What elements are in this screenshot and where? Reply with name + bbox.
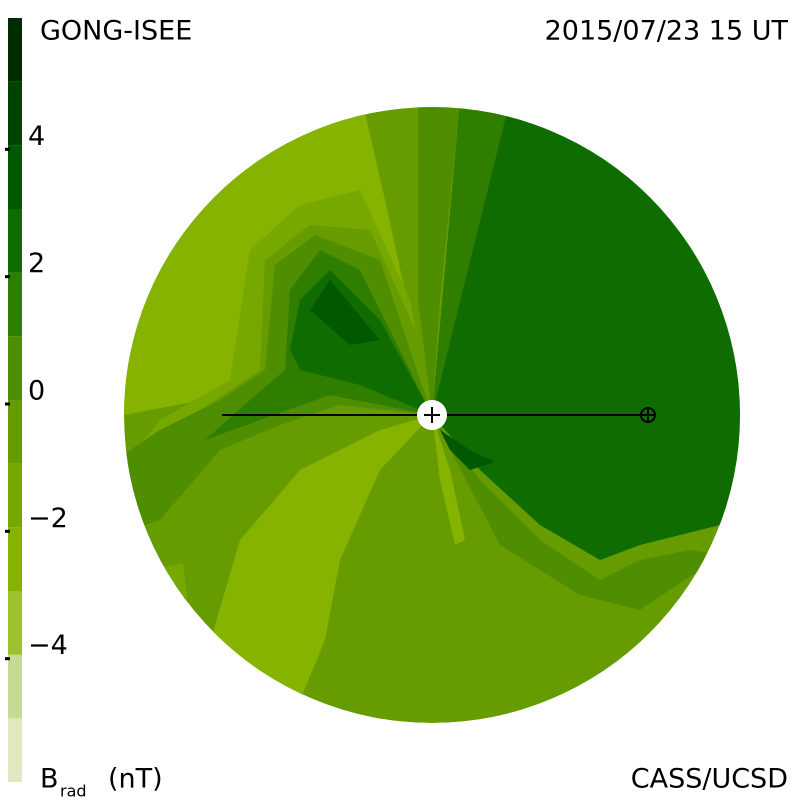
colorbar-tick-label: 4 <box>28 121 45 152</box>
colorbar-segment <box>8 718 22 782</box>
colorbar-segment <box>8 336 22 400</box>
colorbar-tick-label: −4 <box>28 630 68 661</box>
colorbar-segment <box>8 400 22 464</box>
earth-cross <box>641 408 655 422</box>
colorbar-tick-label: 0 <box>28 376 45 407</box>
colorbar-segment <box>8 527 22 591</box>
colorbar-segment <box>8 463 22 528</box>
colorbar-segment <box>8 81 22 146</box>
credit: CASS/UCSD <box>631 764 788 795</box>
colorbar-label-sub: rad <box>60 782 87 801</box>
colorbar-segment <box>8 145 22 209</box>
colorbar-segment <box>8 18 22 82</box>
colorbar-tick-label: −2 <box>28 503 68 534</box>
sun-cross <box>424 407 440 423</box>
colorbar-unit: (nT) <box>108 764 163 795</box>
chart-title: GONG-ISEE <box>40 16 192 47</box>
colorbar-tick-label: 2 <box>28 248 45 279</box>
colorbar-segment <box>8 272 22 337</box>
colorbar-segment <box>8 209 22 273</box>
solar-disk <box>124 107 740 723</box>
colorbar-segment <box>8 591 22 655</box>
chart-subtitle: 2015/07/23 15 UT <box>545 16 789 47</box>
colorbar-label: B <box>40 764 59 795</box>
colorbar-segment <box>8 654 22 719</box>
